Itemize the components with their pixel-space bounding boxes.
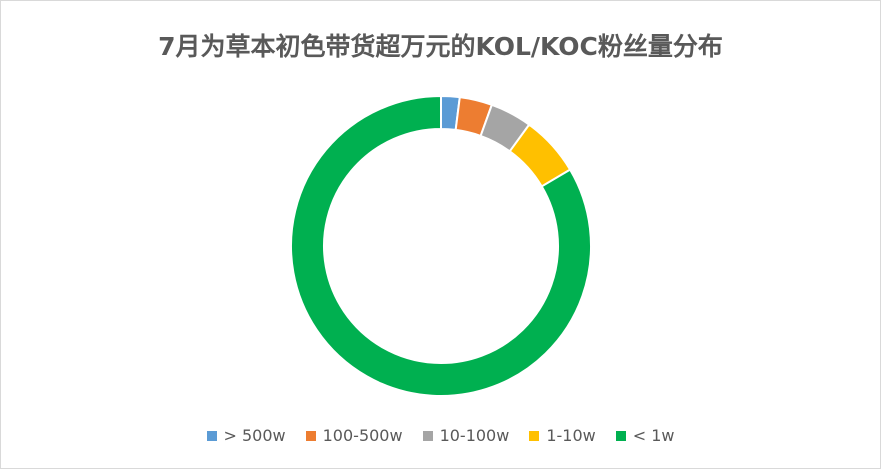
legend-label-3: 1-10w [546, 426, 596, 445]
legend-swatch-3 [529, 430, 540, 441]
legend-item-1: 100-500w [305, 426, 403, 445]
legend-label-1: 100-500w [322, 426, 403, 445]
legend-swatch-1 [305, 430, 316, 441]
legend-item-0: > 500w [206, 426, 286, 445]
legend-swatch-0 [206, 430, 217, 441]
legend-label-4: < 1w [632, 426, 675, 445]
legend-item-2: 10-100w [422, 426, 510, 445]
legend-swatch-4 [615, 430, 626, 441]
legend-label-2: 10-100w [439, 426, 510, 445]
donut-slice-4 [290, 94, 592, 397]
chart-title: 7月为草本初色带货超万元的KOL/KOC粉丝量分布 [158, 32, 723, 61]
legend-item-3: 1-10w [529, 426, 596, 445]
legend-item-4: < 1w [615, 426, 675, 445]
legend-label-0: > 500w [223, 426, 286, 445]
legend-swatch-2 [422, 430, 433, 441]
legend: > 500w 100-500w 10-100w 1-10w < 1w [1, 426, 880, 445]
